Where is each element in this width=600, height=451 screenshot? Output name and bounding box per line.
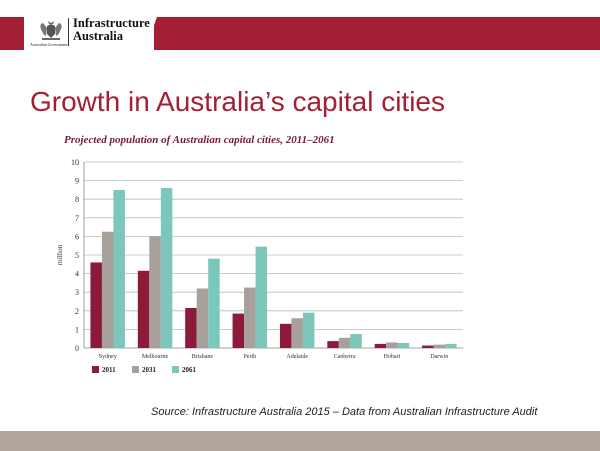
- bar-2061-sydney: [113, 189, 125, 348]
- bar-2011-canberra: [327, 341, 339, 348]
- bar-2011-brisbane: [185, 308, 197, 348]
- population-bar-chart: 0 1 2 3 4 5 6 7 8 9 10 million Sydney Melbourne Brisba…: [56, 158, 463, 374]
- bar-2061-perth: [255, 246, 268, 348]
- bar-2031-perth: [244, 287, 256, 348]
- category-label: Brisbane: [192, 354, 214, 360]
- category-label: Adelaide: [286, 354, 308, 360]
- y-tick-label: 0: [75, 344, 79, 353]
- header-red-stripe-left: [0, 17, 24, 50]
- header-band: Australian Government Infrastructure Aus…: [0, 0, 600, 62]
- bar-2061-hobart: [397, 342, 410, 348]
- legend-label: 2061: [182, 366, 197, 374]
- slide-title: Growth in Australia’s capital cities: [30, 86, 445, 117]
- bar-2011-perth: [232, 313, 245, 348]
- category-label: Melbourne: [142, 354, 169, 360]
- y-tick-label: 5: [75, 251, 79, 260]
- bar-2061-melbourne: [160, 188, 173, 348]
- y-tick-label: 10: [71, 158, 79, 167]
- category-label: Darwin: [430, 354, 448, 360]
- category-label: Sydney: [99, 354, 117, 360]
- y-tick-label: 3: [75, 288, 79, 297]
- government-name: Australian Government: [30, 42, 68, 47]
- chart-title: Projected population of Australian capit…: [64, 134, 335, 146]
- bar-2031-canberra: [338, 337, 351, 348]
- bar-2031-brisbane: [196, 288, 209, 348]
- bar-2011-adelaide: [279, 323, 292, 348]
- category-label: Perth: [243, 354, 256, 360]
- legend-swatch-2031: [132, 366, 139, 373]
- bar-2031-sydney: [101, 231, 114, 348]
- bar-2061-brisbane: [208, 258, 220, 348]
- bar-2031-darwin: [433, 344, 446, 348]
- bar-2031-melbourne: [149, 236, 161, 348]
- y-tick-label: 7: [75, 214, 79, 223]
- source-note: Source: Infrastructure Australia 2015 – …: [151, 406, 538, 418]
- bar-2011-melbourne: [137, 270, 150, 348]
- logo-divider: [68, 18, 69, 46]
- y-tick-label: 4: [75, 270, 79, 279]
- bar-2011-sydney: [90, 262, 102, 348]
- legend-swatch-2011: [92, 366, 99, 373]
- bar-2061-canberra: [350, 334, 362, 348]
- header-red-stripe: [145, 17, 600, 50]
- category-label: Hobart: [384, 354, 401, 360]
- organisation-name: Infrastructure Australia: [73, 16, 150, 43]
- category-label: Canberra: [334, 354, 356, 360]
- y-tick-label: 6: [75, 232, 79, 241]
- legend-swatch-2061: [172, 366, 179, 373]
- y-tick-label: 1: [75, 325, 79, 334]
- bar-2031-adelaide: [291, 318, 303, 348]
- y-tick-label: 2: [75, 307, 79, 316]
- coat-of-arms-icon: [40, 21, 62, 40]
- bar-2031-hobart: [386, 342, 398, 348]
- bar-2011-hobart: [374, 343, 387, 348]
- y-tick-label: 8: [75, 195, 79, 204]
- legend-label: 2011: [102, 366, 116, 374]
- y-tick-label: 9: [75, 177, 79, 186]
- y-axis-label: million: [56, 244, 64, 265]
- bar-2061-darwin: [445, 343, 457, 348]
- legend-label: 2031: [142, 366, 157, 374]
- footer-band: [0, 431, 600, 451]
- bar-2011-darwin: [422, 345, 434, 348]
- bar-2061-adelaide: [302, 312, 315, 348]
